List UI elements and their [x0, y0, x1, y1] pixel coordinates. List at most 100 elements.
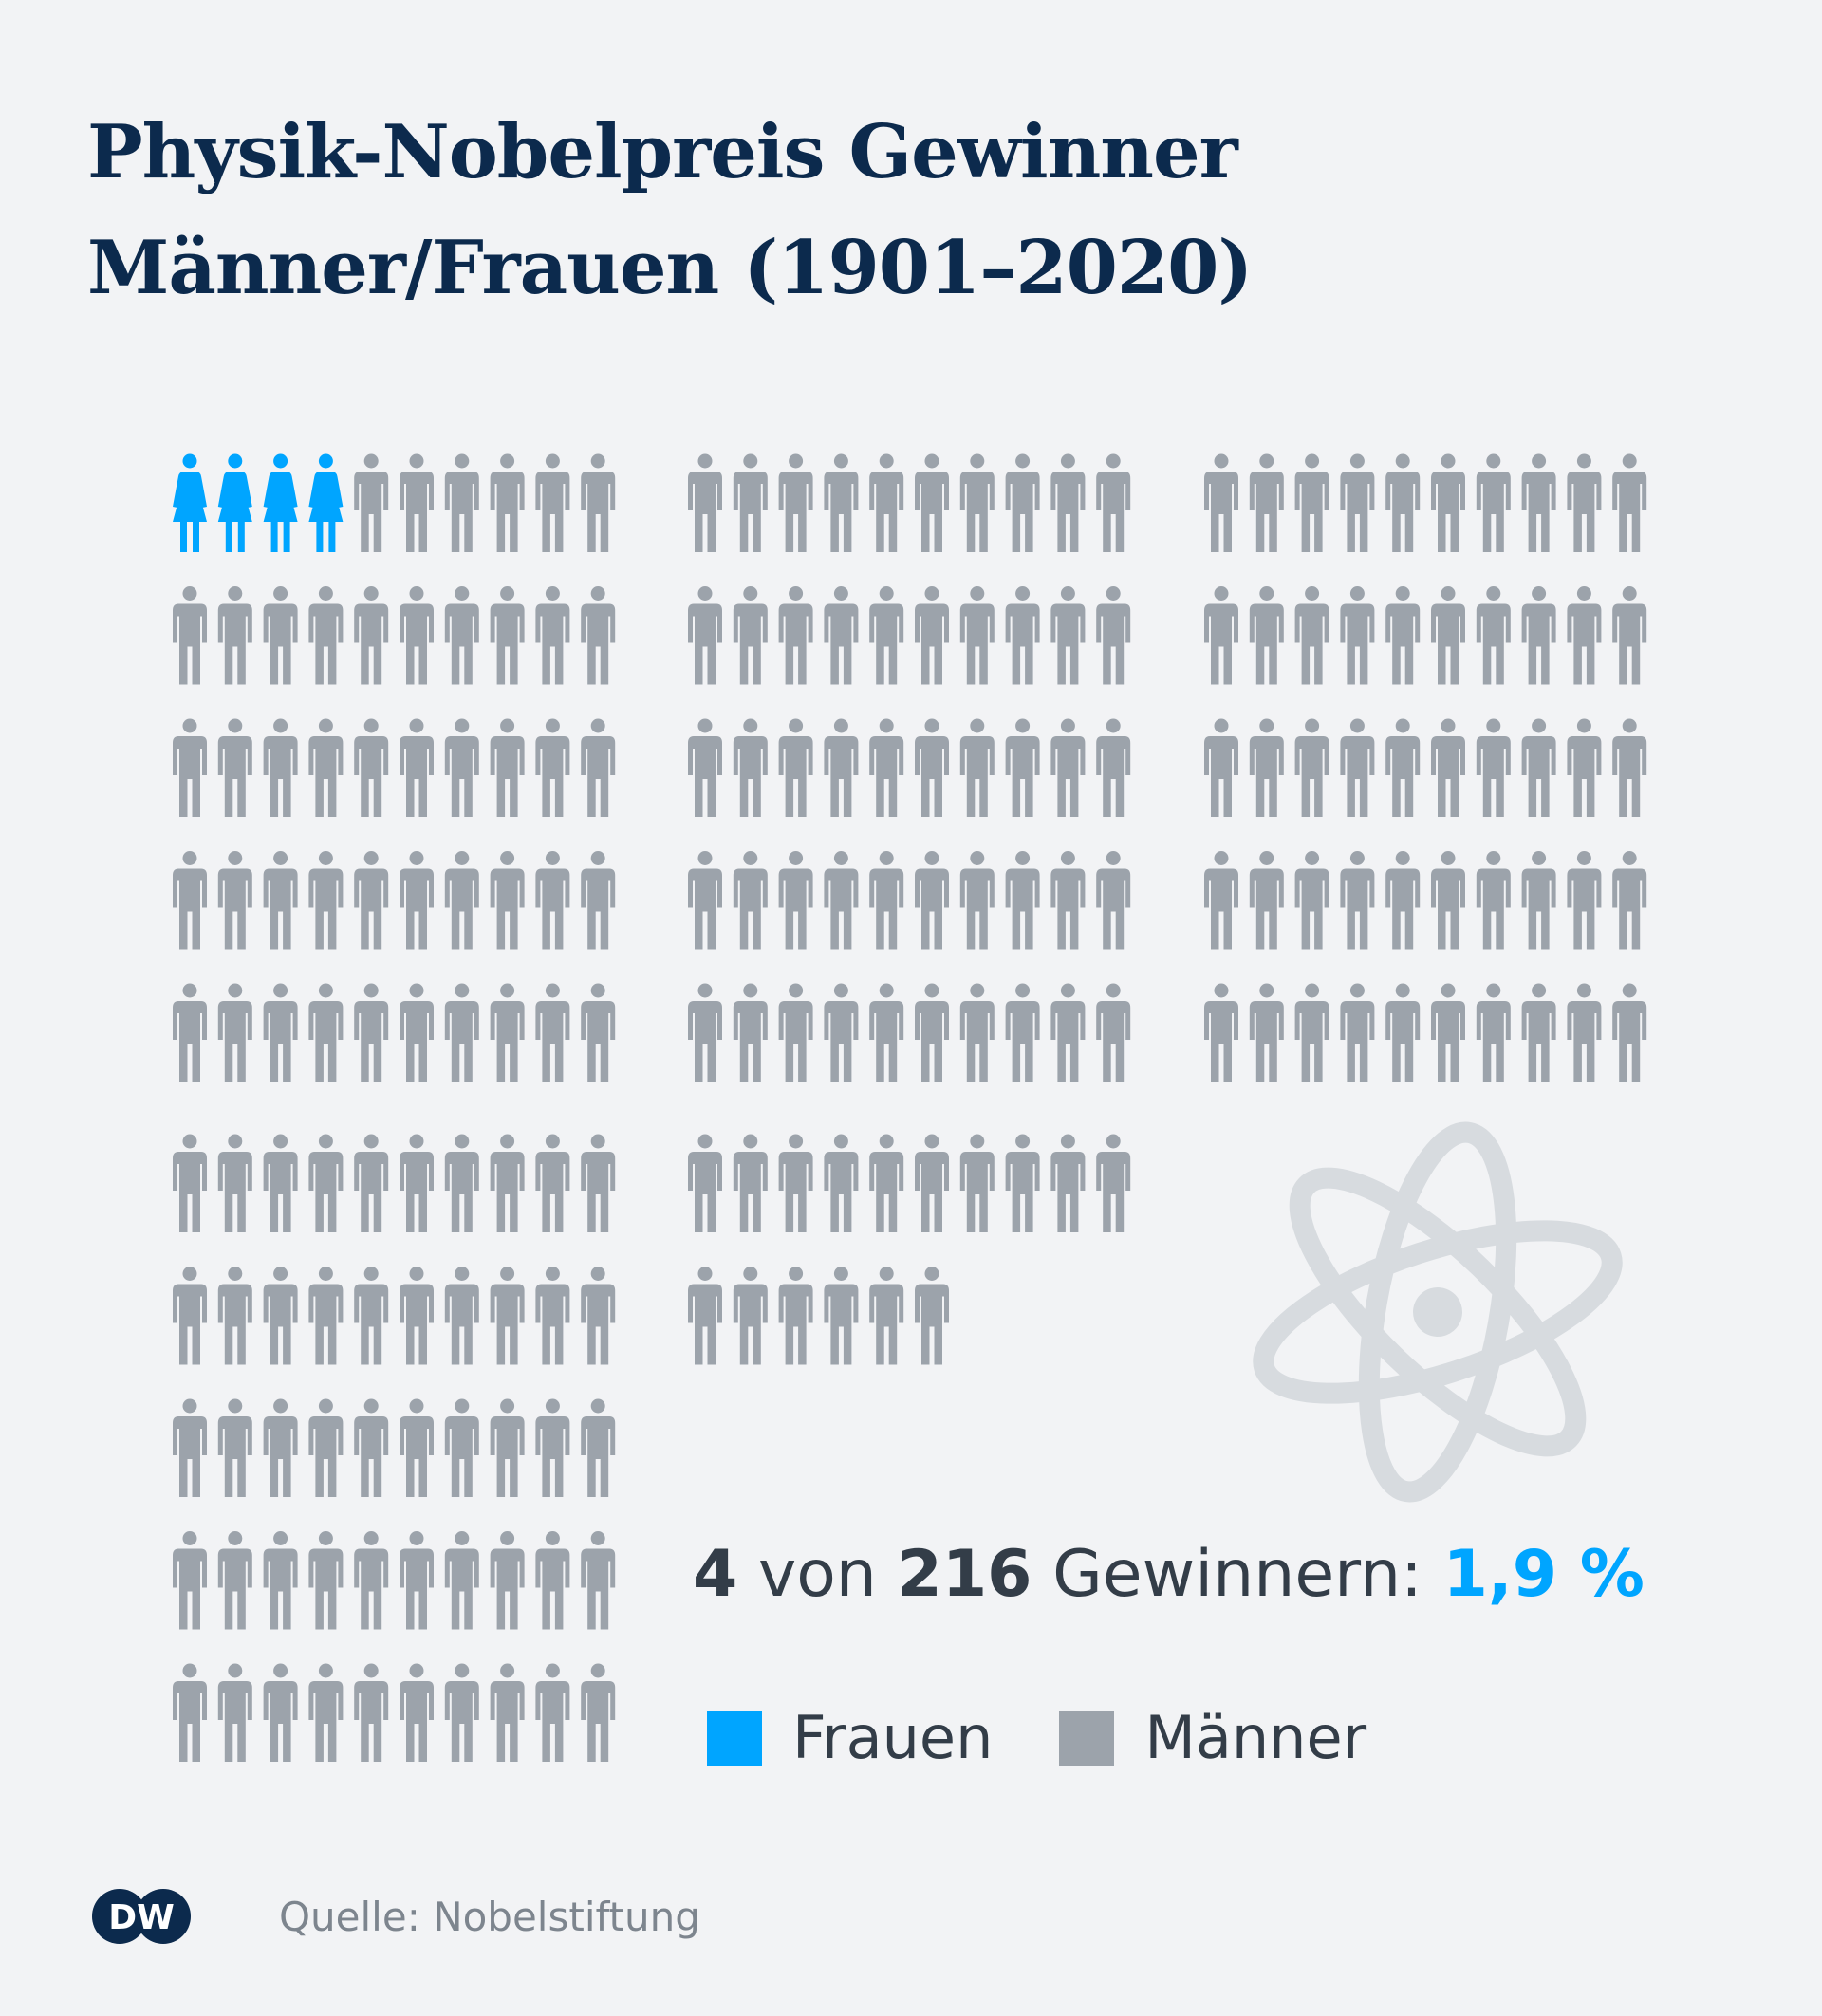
- man-icon: [1521, 983, 1556, 1082]
- man-icon: [1476, 851, 1511, 950]
- man-icon: [444, 1663, 479, 1762]
- man-icon: [400, 1531, 434, 1630]
- man-icon: [581, 1663, 616, 1762]
- man-icon: [1249, 983, 1284, 1082]
- man-icon: [733, 1134, 768, 1232]
- man-icon: [1050, 586, 1086, 685]
- man-icon: [959, 983, 995, 1082]
- man-icon: [490, 983, 525, 1082]
- man-icon: [1005, 453, 1040, 552]
- man-icon: [354, 1398, 389, 1497]
- man-icon: [778, 586, 813, 685]
- man-icon: [308, 1398, 344, 1497]
- man-icon: [1521, 586, 1556, 685]
- man-icon: [263, 1134, 298, 1232]
- man-icon: [354, 718, 389, 817]
- man-icon: [1431, 586, 1465, 685]
- man-icon: [308, 1134, 344, 1232]
- man-icon: [688, 1134, 722, 1232]
- man-icon: [733, 1267, 768, 1365]
- man-icon: [263, 1267, 298, 1365]
- man-icon: [308, 586, 344, 685]
- man-icon: [1005, 851, 1040, 950]
- man-icon: [1249, 718, 1284, 817]
- man-icon: [490, 1531, 525, 1630]
- man-icon: [915, 1267, 949, 1365]
- man-icon: [173, 851, 207, 950]
- man-icon: [915, 586, 949, 685]
- man-icon: [1204, 453, 1238, 552]
- man-icon: [535, 983, 570, 1082]
- man-icon: [1521, 851, 1556, 950]
- man-icon: [1204, 851, 1238, 950]
- woman-icon: [217, 453, 252, 552]
- man-icon: [263, 718, 298, 817]
- man-icon: [400, 586, 434, 685]
- man-icon: [869, 453, 904, 552]
- man-icon: [490, 851, 525, 950]
- man-icon: [1005, 983, 1040, 1082]
- man-icon: [263, 1663, 298, 1762]
- man-icon: [354, 851, 389, 950]
- man-icon: [1340, 983, 1375, 1082]
- man-icon: [1476, 586, 1511, 685]
- man-icon: [778, 718, 813, 817]
- atom-icon: [1253, 1121, 1623, 1503]
- man-icon: [1431, 983, 1465, 1082]
- man-icon: [1567, 453, 1602, 552]
- man-icon: [354, 983, 389, 1082]
- man-icon: [1096, 1134, 1131, 1232]
- man-icon: [1340, 718, 1375, 817]
- man-icon: [1005, 1134, 1040, 1232]
- man-icon: [490, 718, 525, 817]
- man-icon: [217, 718, 252, 817]
- man-icon: [1612, 453, 1647, 552]
- man-icon: [869, 586, 904, 685]
- man-icon: [1612, 983, 1647, 1082]
- man-icon: [217, 1267, 252, 1365]
- man-icon: [688, 851, 722, 950]
- man-icon: [869, 1267, 904, 1365]
- man-icon: [1340, 851, 1375, 950]
- man-icon: [535, 1134, 570, 1232]
- man-icon: [581, 1531, 616, 1630]
- man-icon: [444, 983, 479, 1082]
- legend-item-women: Frauen: [707, 1703, 993, 1772]
- man-icon: [1385, 851, 1421, 950]
- man-icon: [581, 983, 616, 1082]
- man-icon: [688, 1267, 722, 1365]
- man-icon: [778, 1134, 813, 1232]
- man-icon: [1096, 453, 1131, 552]
- man-icon: [824, 1134, 859, 1232]
- man-icon: [778, 1267, 813, 1365]
- man-icon: [308, 851, 344, 950]
- man-icon: [535, 453, 570, 552]
- man-icon: [581, 453, 616, 552]
- man-icon: [444, 1134, 479, 1232]
- man-icon: [915, 851, 949, 950]
- man-icon: [959, 1134, 995, 1232]
- man-icon: [354, 1531, 389, 1630]
- percent-value: 1,9 %: [1442, 1537, 1645, 1612]
- legend: Frauen Männer: [707, 1703, 1433, 1772]
- man-icon: [1431, 453, 1465, 552]
- man-icon: [581, 718, 616, 817]
- man-icon: [688, 718, 722, 817]
- man-icon: [1567, 851, 1602, 950]
- man-icon: [1096, 983, 1131, 1082]
- woman-icon: [308, 453, 344, 552]
- man-icon: [1294, 718, 1329, 817]
- man-icon: [354, 1267, 389, 1365]
- man-icon: [535, 718, 570, 817]
- man-icon: [1204, 586, 1238, 685]
- man-icon: [490, 1267, 525, 1365]
- man-icon: [173, 586, 207, 685]
- man-icon: [1612, 586, 1647, 685]
- man-icon: [308, 1267, 344, 1365]
- man-icon: [308, 1663, 344, 1762]
- man-icon: [778, 453, 813, 552]
- man-icon: [400, 1134, 434, 1232]
- man-icon: [263, 983, 298, 1082]
- man-icon: [1005, 586, 1040, 685]
- man-icon: [444, 718, 479, 817]
